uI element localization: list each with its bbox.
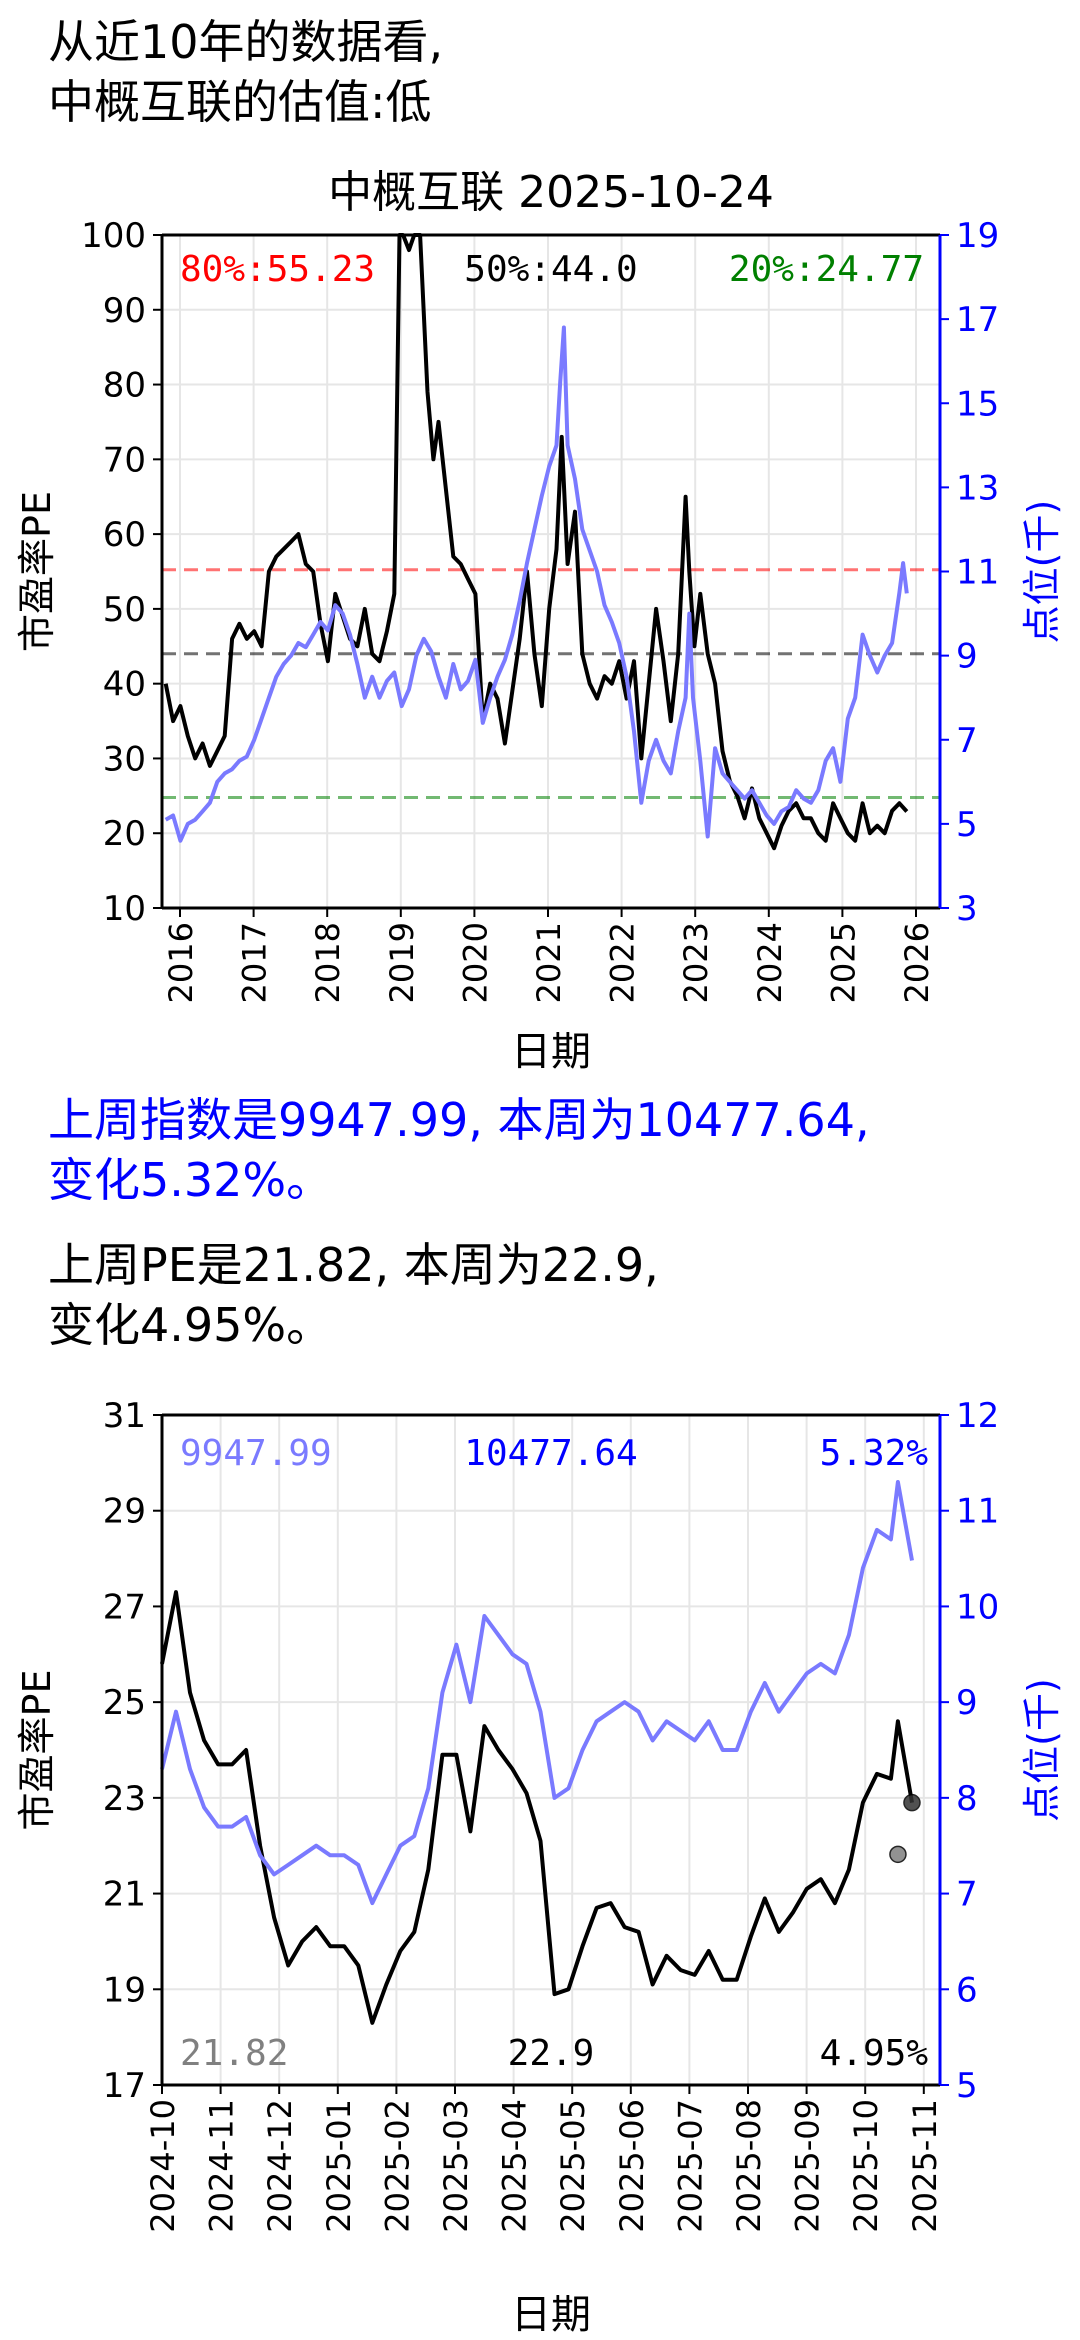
y-right-tick-label: 11 xyxy=(956,1492,999,1532)
y-tick-label: 23 xyxy=(103,1779,146,1819)
headline: 从近10年的数据看, 中概互联的估值:低 xyxy=(48,12,443,132)
y-right-tick-label: 13 xyxy=(956,468,999,508)
y-tick-label: 29 xyxy=(103,1492,146,1532)
y-tick-label: 31 xyxy=(103,1396,146,1436)
pe-summary: 上周PE是21.82, 本周为22.9, 变化4.95%。 xyxy=(48,1235,659,1355)
x-tick-label: 2024-11 xyxy=(203,2099,241,2233)
y-axis-label: 市盈率PE xyxy=(15,491,59,652)
y-right-tick-label: 5 xyxy=(956,2066,978,2106)
y-right-tick-label: 17 xyxy=(956,300,999,340)
y-right-tick-label: 12 xyxy=(956,1396,999,1436)
x-tick-label: 2016 xyxy=(162,922,200,1003)
y-right-tick-label: 11 xyxy=(956,553,999,593)
y-tick-label: 50 xyxy=(103,590,146,630)
chart-1-year: 17 19 21 23 25 27 29 31 5 6 7 8 9 10 11 12 2024-10 2024-1… xyxy=(15,1396,1064,2338)
annotation-top: 9947.99 xyxy=(180,1433,332,1474)
annotation-bottom: 21.82 xyxy=(180,2033,288,2074)
annotation-bottom: 4.95% xyxy=(820,2033,929,2074)
index-series-line xyxy=(160,1480,914,1906)
y-tick-label: 40 xyxy=(103,665,146,705)
y-tick-label: 19 xyxy=(103,1970,146,2010)
chart-10-year: 中概互联 2025-10-24 10 20 30 40 50 60 70 80 90 100 3 5 7 9… xyxy=(15,167,1064,1075)
headline-line-1: 从近10年的数据看, xyxy=(48,15,444,69)
x-tick-label: 2025-03 xyxy=(437,2099,475,2233)
x-tick-label: 2019 xyxy=(383,922,421,1003)
y-tick-label: 21 xyxy=(103,1875,146,1915)
marker-point xyxy=(889,1845,907,1864)
x-tick-label: 2023 xyxy=(677,922,715,1003)
pe-series-line xyxy=(160,1590,914,2025)
x-tick-label: 2025 xyxy=(824,922,862,1003)
headline-line-2: 中概互联的估值:低 xyxy=(48,75,432,129)
y-right-tick-label: 15 xyxy=(956,384,999,424)
x-tick-label: 2025-04 xyxy=(496,2099,534,2233)
index-summary-line-1: 上周指数是9947.99, 本周为10477.64, xyxy=(48,1093,870,1147)
y-right-tick-label: 6 xyxy=(956,1970,978,2010)
chart-title: 中概互联 2025-10-24 xyxy=(328,167,774,218)
y-right-tick-label: 9 xyxy=(956,1683,978,1723)
x-tick-label: 2018 xyxy=(309,922,347,1003)
y-right-axis-label: 点位(千) xyxy=(1020,500,1064,644)
y-tick-label: 10 xyxy=(103,889,146,929)
x-tick-label: 2025-07 xyxy=(671,2099,709,2233)
y-tick-label: 27 xyxy=(103,1587,146,1627)
x-tick-label: 2024 xyxy=(751,922,789,1003)
x-tick-label: 2017 xyxy=(236,922,274,1003)
x-tick-label: 2025-11 xyxy=(906,2099,944,2233)
x-tick-label: 2022 xyxy=(604,922,642,1003)
x-tick-label: 2025-10 xyxy=(847,2099,885,2233)
index-summary-line-2: 变化5.32%。 xyxy=(48,1153,333,1207)
x-tick-label: 2025-02 xyxy=(378,2099,416,2233)
y-tick-label: 25 xyxy=(103,1683,146,1723)
y-tick-label: 17 xyxy=(103,2066,146,2106)
y-right-tick-label: 19 xyxy=(956,216,999,256)
x-axis-label: 日期 xyxy=(511,2292,591,2338)
index-summary: 上周指数是9947.99, 本周为10477.64, 变化5.32%。 xyxy=(48,1090,870,1210)
percentile-label: 20%:24.77 xyxy=(729,249,924,290)
y-tick-label: 30 xyxy=(103,739,146,779)
y-right-tick-label: 8 xyxy=(956,1779,978,1819)
y-right-tick-label: 5 xyxy=(956,805,978,845)
y-tick-label: 60 xyxy=(103,515,146,555)
x-axis-label: 日期 xyxy=(511,1029,591,1075)
percentile-label: 80%:55.23 xyxy=(180,249,375,290)
y-right-tick-label: 7 xyxy=(956,1875,978,1915)
y-right-tick-label: 3 xyxy=(956,889,978,929)
marker-point xyxy=(903,1793,921,1812)
pe-summary-line-1: 上周PE是21.82, 本周为22.9, xyxy=(48,1238,659,1292)
y-axis-label: 市盈率PE xyxy=(15,1670,59,1831)
x-tick-label: 2025-09 xyxy=(789,2099,827,2233)
pe-series-line xyxy=(163,233,909,851)
x-tick-label: 2024-10 xyxy=(144,2099,182,2233)
pe-summary-line-2: 变化4.95%。 xyxy=(48,1298,333,1352)
x-tick-label: 2025-01 xyxy=(320,2099,358,2233)
annotation-bottom: 22.9 xyxy=(508,2033,595,2074)
percentile-label: 50%:44.0 xyxy=(464,249,637,290)
x-tick-label: 2025-08 xyxy=(730,2099,768,2233)
y-tick-label: 80 xyxy=(103,366,146,406)
y-right-tick-label: 10 xyxy=(956,1587,999,1627)
y-right-tick-label: 9 xyxy=(956,637,978,677)
x-tick-label: 2024-12 xyxy=(261,2099,299,2233)
y-tick-label: 70 xyxy=(103,440,146,480)
y-tick-label: 20 xyxy=(103,814,146,854)
x-tick-label: 2025-06 xyxy=(613,2099,651,2233)
x-tick-label: 2020 xyxy=(456,922,494,1003)
y-tick-label: 90 xyxy=(103,291,146,331)
annotation-top: 10477.64 xyxy=(464,1433,637,1474)
x-tick-label: 2021 xyxy=(530,922,568,1003)
x-tick-label: 2026 xyxy=(898,922,936,1003)
index-series-line xyxy=(164,325,909,843)
y-tick-label: 100 xyxy=(81,216,146,256)
annotation-top: 5.32% xyxy=(820,1433,929,1474)
y-right-tick-label: 7 xyxy=(956,721,978,761)
x-tick-label: 2025-05 xyxy=(554,2099,592,2233)
y-right-axis-label: 点位(千) xyxy=(1020,1678,1064,1822)
